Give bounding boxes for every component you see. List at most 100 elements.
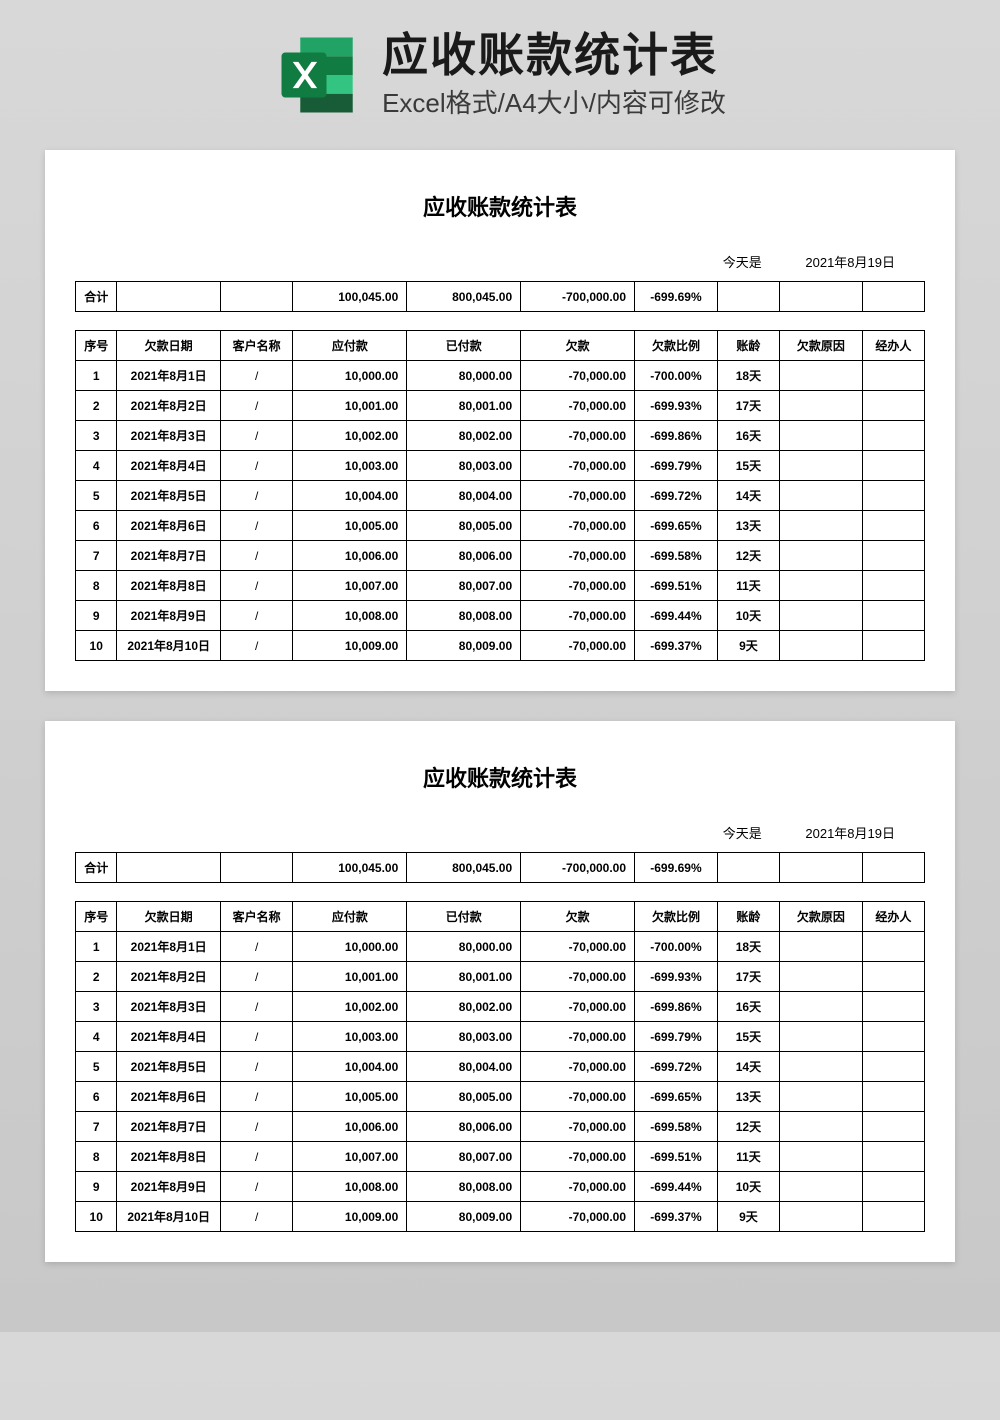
cell-seq: 3: [76, 992, 117, 1022]
cell-payable: 10,004.00: [293, 481, 407, 511]
cell-handler: [862, 1022, 924, 1052]
cell-paid: 80,001.00: [407, 391, 521, 421]
cell-cust: /: [220, 1142, 292, 1172]
cell-handler: [862, 541, 924, 571]
cell-seq: 7: [76, 541, 117, 571]
cell-age: 10天: [717, 601, 779, 631]
cell-cust: /: [220, 1172, 292, 1202]
cell-owed: -70,000.00: [521, 962, 635, 992]
table-header: 序号 欠款日期 客户名称 应付款 已付款 欠款 欠款比例 账龄 欠款原因 经办人: [76, 331, 925, 361]
cell-payable: 10,005.00: [293, 511, 407, 541]
cell-ratio: -699.72%: [635, 1052, 718, 1082]
header-subtitle: Excel格式/A4大小/内容可修改: [382, 83, 726, 120]
cell-reason: [779, 1022, 862, 1052]
cell-date: 2021年8月4日: [117, 1022, 221, 1052]
table-row: 22021年8月2日/10,001.0080,001.00-70,000.00-…: [76, 391, 925, 421]
cell-paid: 80,004.00: [407, 481, 521, 511]
cell-payable: 10,002.00: [293, 421, 407, 451]
cell-owed: -70,000.00: [521, 511, 635, 541]
cell-reason: [779, 631, 862, 661]
cell-payable: 10,000.00: [293, 932, 407, 962]
cell-paid: 80,001.00: [407, 962, 521, 992]
cell-owed: -70,000.00: [521, 1172, 635, 1202]
cell-owed: -70,000.00: [521, 361, 635, 391]
cell-handler: [862, 1202, 924, 1232]
table-row: 32021年8月3日/10,002.0080,002.00-70,000.00-…: [76, 992, 925, 1022]
col-reason: 欠款原因: [779, 902, 862, 932]
cell-cust: /: [220, 932, 292, 962]
cell-seq: 4: [76, 451, 117, 481]
summary-paid: 800,045.00: [407, 853, 521, 883]
document-page-1: 应收账款统计表 今天是 2021年8月19日 合计 100,045.00 800…: [45, 150, 955, 691]
cell-date: 2021年8月6日: [117, 1082, 221, 1112]
cell-handler: [862, 391, 924, 421]
cell-payable: 10,007.00: [293, 571, 407, 601]
cell-ratio: -699.65%: [635, 1082, 718, 1112]
cell-age: 11天: [717, 1142, 779, 1172]
cell-reason: [779, 962, 862, 992]
cell-reason: [779, 511, 862, 541]
col-handler: 经办人: [862, 331, 924, 361]
cell-seq: 1: [76, 361, 117, 391]
cell-handler: [862, 992, 924, 1022]
col-ratio: 欠款比例: [635, 331, 718, 361]
table-body-1: 12021年8月1日/10,000.0080,000.00-70,000.00-…: [76, 361, 925, 661]
table-row: 12021年8月1日/10,000.0080,000.00-70,000.00-…: [76, 932, 925, 962]
summary-paid: 800,045.00: [407, 282, 521, 312]
header-text-block: 应收账款统计表 Excel格式/A4大小/内容可修改: [382, 30, 726, 120]
cell-owed: -70,000.00: [521, 992, 635, 1022]
cell-payable: 10,002.00: [293, 992, 407, 1022]
cell-age: 9天: [717, 631, 779, 661]
cell-cust: /: [220, 541, 292, 571]
table-row: 42021年8月4日/10,003.0080,003.00-70,000.00-…: [76, 451, 925, 481]
cell-owed: -70,000.00: [521, 451, 635, 481]
cell-ratio: -699.79%: [635, 451, 718, 481]
cell-handler: [862, 1172, 924, 1202]
table-row: 12021年8月1日/10,000.0080,000.00-70,000.00-…: [76, 361, 925, 391]
cell-paid: 80,000.00: [407, 361, 521, 391]
cell-payable: 10,001.00: [293, 962, 407, 992]
cell-seq: 8: [76, 571, 117, 601]
cell-reason: [779, 1052, 862, 1082]
cell-owed: -70,000.00: [521, 601, 635, 631]
cell-cust: /: [220, 571, 292, 601]
cell-age: 11天: [717, 571, 779, 601]
cell-cust: /: [220, 1052, 292, 1082]
cell-reason: [779, 932, 862, 962]
cell-ratio: -699.37%: [635, 631, 718, 661]
col-date: 欠款日期: [117, 902, 221, 932]
col-age: 账龄: [717, 331, 779, 361]
cell-seq: 6: [76, 511, 117, 541]
today-row: 今天是 2021年8月19日: [75, 252, 925, 271]
cell-age: 17天: [717, 962, 779, 992]
cell-owed: -70,000.00: [521, 631, 635, 661]
cell-payable: 10,003.00: [293, 451, 407, 481]
cell-paid: 80,005.00: [407, 1082, 521, 1112]
cell-age: 15天: [717, 451, 779, 481]
today-label: 今天是: [723, 826, 762, 841]
cell-ratio: -699.44%: [635, 1172, 718, 1202]
col-owed: 欠款: [521, 902, 635, 932]
cell-reason: [779, 421, 862, 451]
table-row: 42021年8月4日/10,003.0080,003.00-70,000.00-…: [76, 1022, 925, 1052]
cell-handler: [862, 1052, 924, 1082]
cell-reason: [779, 391, 862, 421]
cell-paid: 80,007.00: [407, 571, 521, 601]
cell-reason: [779, 601, 862, 631]
table-row: 92021年8月9日/10,008.0080,008.00-70,000.00-…: [76, 1172, 925, 1202]
cell-age: 16天: [717, 421, 779, 451]
cell-reason: [779, 481, 862, 511]
cell-owed: -70,000.00: [521, 1112, 635, 1142]
cell-payable: 10,003.00: [293, 1022, 407, 1052]
cell-handler: [862, 1082, 924, 1112]
document-page-2: 应收账款统计表 今天是 2021年8月19日 合计 100,045.00 800…: [45, 721, 955, 1262]
cell-handler: [862, 1112, 924, 1142]
cell-age: 12天: [717, 541, 779, 571]
cell-cust: /: [220, 361, 292, 391]
cell-seq: 6: [76, 1082, 117, 1112]
col-seq: 序号: [76, 902, 117, 932]
cell-date: 2021年8月2日: [117, 962, 221, 992]
summary-table: 合计 100,045.00 800,045.00 -700,000.00 -69…: [75, 281, 925, 312]
table-row: 72021年8月7日/10,006.0080,006.00-70,000.00-…: [76, 541, 925, 571]
today-label: 今天是: [723, 255, 762, 270]
